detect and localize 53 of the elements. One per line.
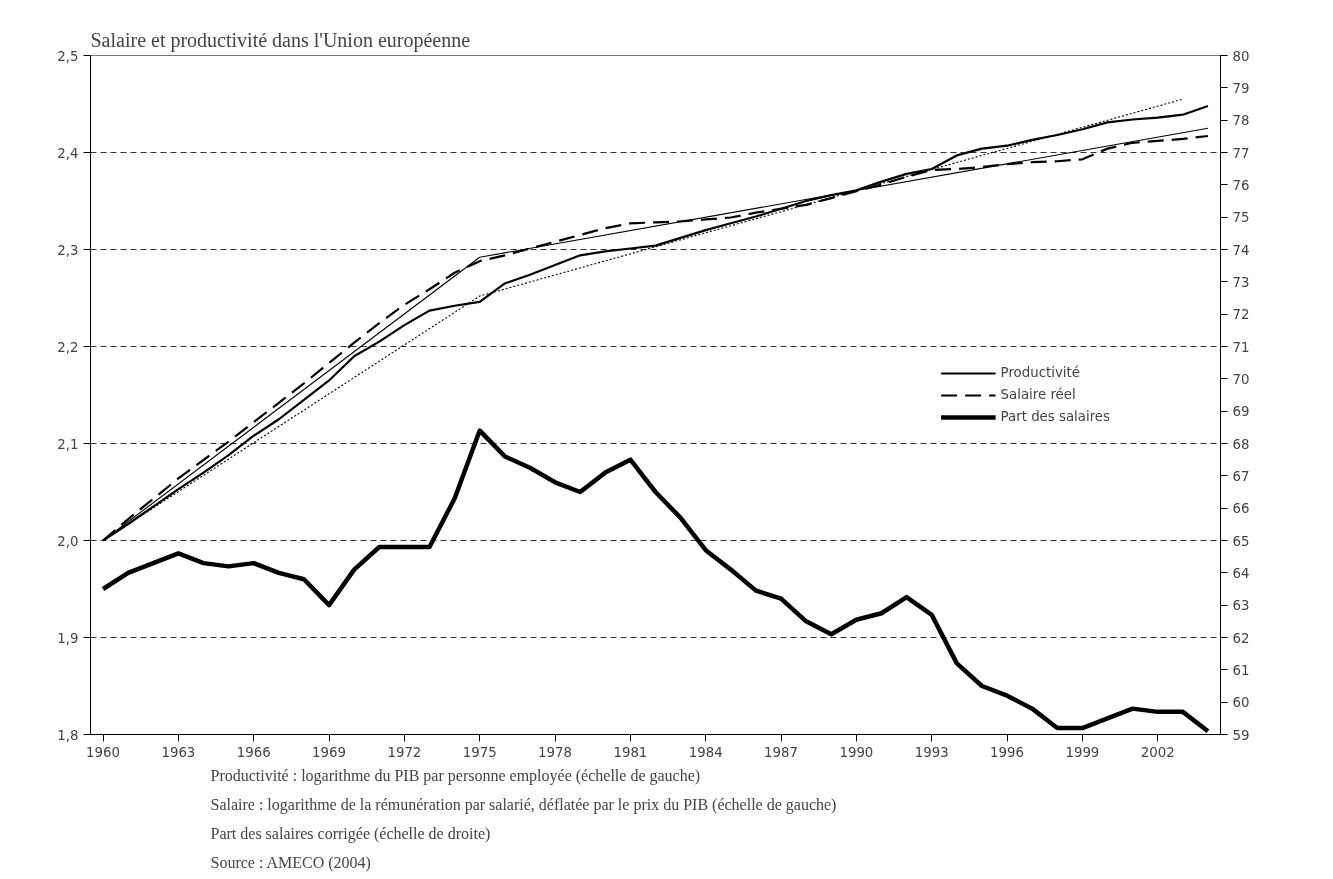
y2-tick-label: 62 <box>1232 630 1250 646</box>
x-tick-label: 1990 <box>839 744 874 760</box>
x-tick-label: 1999 <box>1065 744 1100 760</box>
x-tick-label: 1972 <box>387 744 422 760</box>
y-tick-label: 2,0 <box>57 533 79 549</box>
x-tick-label: 1978 <box>538 744 573 760</box>
y2-tick-label: 71 <box>1232 339 1250 355</box>
y2-tick-label: 77 <box>1232 145 1250 161</box>
legend-label: Productivité <box>1000 365 1080 380</box>
y2-tick-label: 74 <box>1232 242 1250 258</box>
x-tick-label: 1984 <box>688 744 723 760</box>
y2-tick-label: 68 <box>1232 436 1250 452</box>
legend-label: Salaire réel <box>1000 387 1076 402</box>
text: Productivité : logarithme du PIB par personne employée (échelle de gauche) <box>210 766 701 785</box>
y-tick-label: 1,9 <box>57 630 79 646</box>
y2-tick-label: 67 <box>1232 468 1250 484</box>
x-tick-label: 1966 <box>236 744 271 760</box>
text: Part des salaires corrigée (échelle de droite) <box>210 824 491 843</box>
y2-tick-label: 66 <box>1232 501 1250 517</box>
y2-tick-label: 65 <box>1232 533 1250 549</box>
x-tick-label: 1993 <box>914 744 949 760</box>
y2-tick-label: 75 <box>1232 210 1250 226</box>
y2-tick-label: 73 <box>1232 274 1250 290</box>
y2-tick-label: 60 <box>1232 695 1250 711</box>
x-tick-label: 1975 <box>462 744 497 760</box>
y2-tick-label: 80 <box>1232 48 1250 64</box>
y2-tick-label: 59 <box>1232 727 1250 743</box>
x-tick-label: 1996 <box>990 744 1025 760</box>
y2-tick-label: 63 <box>1232 598 1250 614</box>
y2-tick-label: 72 <box>1232 307 1250 323</box>
x-tick-label: 1963 <box>161 744 196 760</box>
source-note: Source : AMECO (2004) <box>210 853 371 872</box>
x-tick-label: 1987 <box>764 744 799 760</box>
y2-tick-label: 61 <box>1232 662 1250 678</box>
y2-tick-label: 76 <box>1232 177 1250 193</box>
y2-tick-label: 78 <box>1232 113 1250 129</box>
x-tick-label: 1981 <box>613 744 648 760</box>
chart-title: Salaire et productivité dans l'Union européenne <box>90 28 471 52</box>
y-tick-label: 2,3 <box>57 242 79 258</box>
y2-tick-label: 64 <box>1232 565 1250 581</box>
text: Salaire : logarithme de la rémunération par salarié, déflatée par le prix du PIB (échelle de gauche) <box>210 795 837 814</box>
y2-tick-label: 69 <box>1232 404 1250 420</box>
y-tick-label: 2,2 <box>57 339 79 355</box>
y-tick-label: 2,5 <box>57 48 79 64</box>
y-tick-label: 2,1 <box>57 436 79 452</box>
x-tick-label: 2002 <box>1140 744 1175 760</box>
x-tick-label: 1960 <box>86 744 121 760</box>
y2-tick-label: 79 <box>1232 80 1250 96</box>
legend-label: Part des salaires <box>1000 409 1110 424</box>
x-tick-label: 1969 <box>312 744 347 760</box>
y-tick-label: 1,8 <box>57 727 79 743</box>
y-tick-label: 2,4 <box>57 145 79 161</box>
y2-tick-label: 70 <box>1232 371 1250 387</box>
